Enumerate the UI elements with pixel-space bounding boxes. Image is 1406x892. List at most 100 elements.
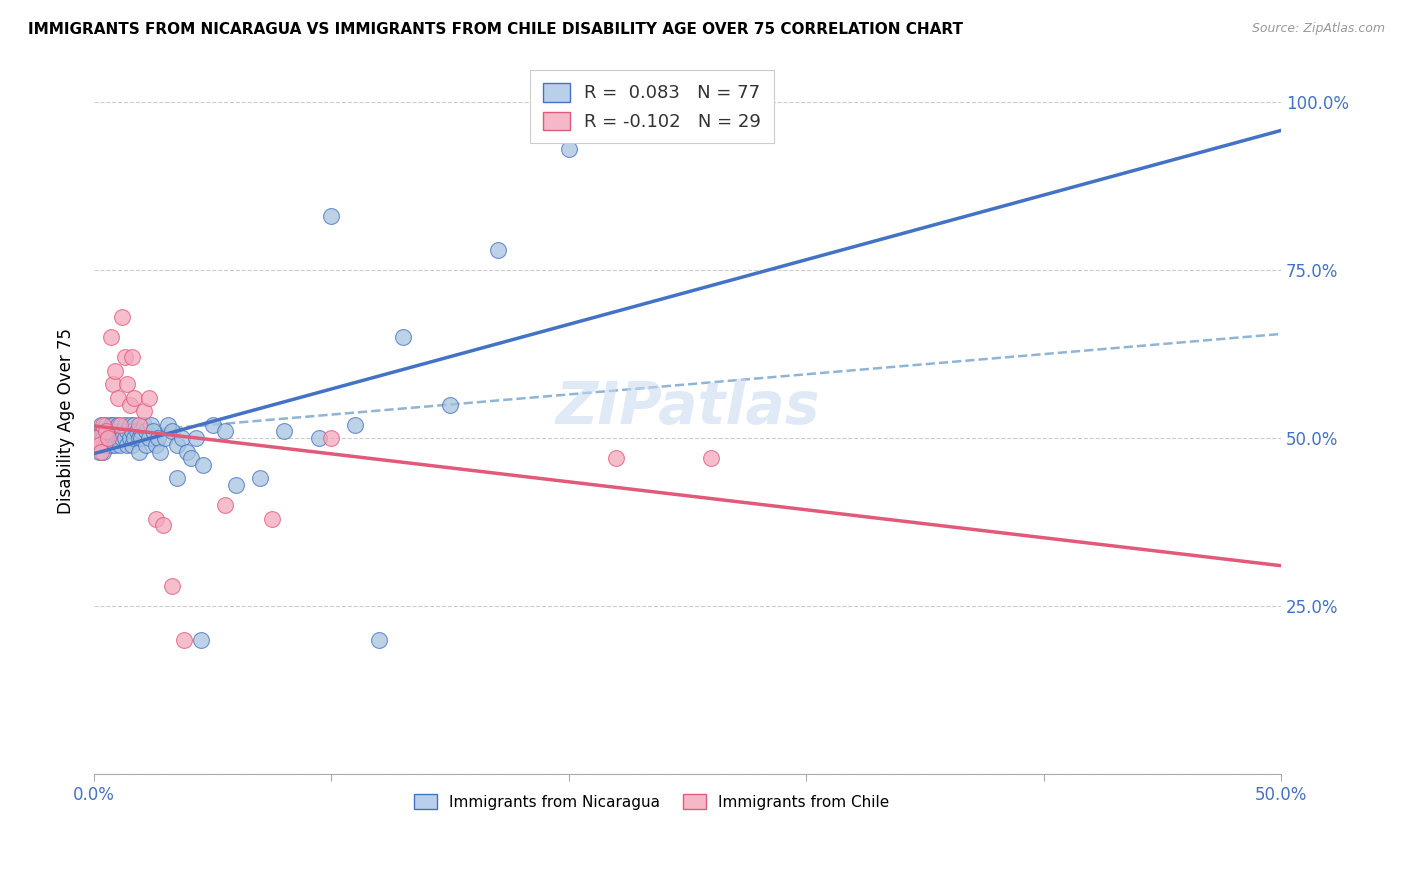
Point: [439, 397, 461, 411]
Point: [128, 431, 150, 445]
Point: [128, 417, 150, 432]
Point: [153, 431, 176, 445]
Point: [145, 512, 167, 526]
Point: [344, 417, 367, 432]
Point: [114, 417, 136, 432]
Point: [180, 451, 202, 466]
Point: [111, 310, 134, 325]
Point: [104, 438, 127, 452]
Point: [308, 431, 330, 445]
Point: [118, 431, 141, 445]
Point: [135, 425, 157, 439]
Point: [162, 425, 184, 439]
Point: [107, 417, 129, 432]
Point: [115, 425, 138, 439]
Point: [201, 417, 224, 432]
Text: IMMIGRANTS FROM NICARAGUA VS IMMIGRANTS FROM CHILE DISABILITY AGE OVER 75 CORREL: IMMIGRANTS FROM NICARAGUA VS IMMIGRANTS …: [28, 22, 963, 37]
Point: [249, 471, 271, 485]
Point: [121, 351, 143, 365]
Point: [391, 330, 413, 344]
Point: [107, 431, 129, 445]
Point: [486, 243, 509, 257]
Point: [190, 632, 212, 647]
Point: [115, 438, 138, 452]
Text: Source: ZipAtlas.com: Source: ZipAtlas.com: [1251, 22, 1385, 36]
Point: [93, 444, 115, 458]
Point: [94, 431, 117, 445]
Point: [108, 417, 131, 432]
Point: [93, 425, 115, 439]
Point: [132, 404, 155, 418]
Point: [100, 431, 122, 445]
Point: [90, 417, 112, 432]
Point: [176, 444, 198, 458]
Point: [142, 425, 165, 439]
Point: [100, 417, 122, 432]
Point: [114, 351, 136, 365]
Point: [162, 579, 184, 593]
Point: [97, 431, 120, 445]
Point: [97, 431, 120, 445]
Point: [111, 425, 134, 439]
Point: [273, 425, 295, 439]
Point: [191, 458, 214, 472]
Point: [166, 471, 188, 485]
Point: [156, 417, 179, 432]
Point: [321, 210, 343, 224]
Point: [124, 391, 146, 405]
Point: [90, 431, 112, 445]
Point: [108, 438, 131, 452]
Point: [100, 438, 122, 452]
Point: [108, 431, 131, 445]
Point: [94, 425, 117, 439]
Y-axis label: Disability Age Over 75: Disability Age Over 75: [58, 328, 75, 515]
Point: [121, 425, 143, 439]
Point: [104, 364, 127, 378]
Point: [97, 425, 120, 439]
Point: [121, 438, 143, 452]
Point: [260, 512, 283, 526]
Point: [124, 431, 146, 445]
Point: [104, 431, 127, 445]
Point: [90, 438, 112, 452]
Point: [101, 431, 124, 445]
Point: [214, 425, 236, 439]
Text: ZIPatlas: ZIPatlas: [555, 379, 820, 435]
Point: [225, 478, 247, 492]
Point: [132, 417, 155, 432]
Point: [173, 632, 195, 647]
Point: [131, 431, 153, 445]
Point: [94, 438, 117, 452]
Point: [87, 438, 110, 452]
Point: [87, 425, 110, 439]
Point: [166, 438, 188, 452]
Point: [101, 425, 124, 439]
Point: [94, 417, 117, 432]
Point: [367, 632, 389, 647]
Point: [146, 431, 169, 445]
Point: [115, 377, 138, 392]
Point: [84, 431, 107, 445]
Point: [107, 425, 129, 439]
Point: [87, 444, 110, 458]
Point: [84, 431, 107, 445]
Point: [700, 451, 723, 466]
Point: [93, 431, 115, 445]
Point: [214, 499, 236, 513]
Point: [111, 431, 134, 445]
Point: [128, 444, 150, 458]
Point: [118, 417, 141, 432]
Point: [139, 417, 162, 432]
Point: [124, 417, 146, 432]
Point: [152, 518, 174, 533]
Point: [170, 431, 193, 445]
Point: [138, 431, 160, 445]
Point: [125, 425, 148, 439]
Point: [321, 431, 343, 445]
Legend: Immigrants from Nicaragua, Immigrants from Chile: Immigrants from Nicaragua, Immigrants fr…: [408, 788, 896, 816]
Point: [145, 438, 167, 452]
Point: [118, 397, 141, 411]
Point: [138, 391, 160, 405]
Point: [558, 142, 581, 156]
Point: [101, 377, 124, 392]
